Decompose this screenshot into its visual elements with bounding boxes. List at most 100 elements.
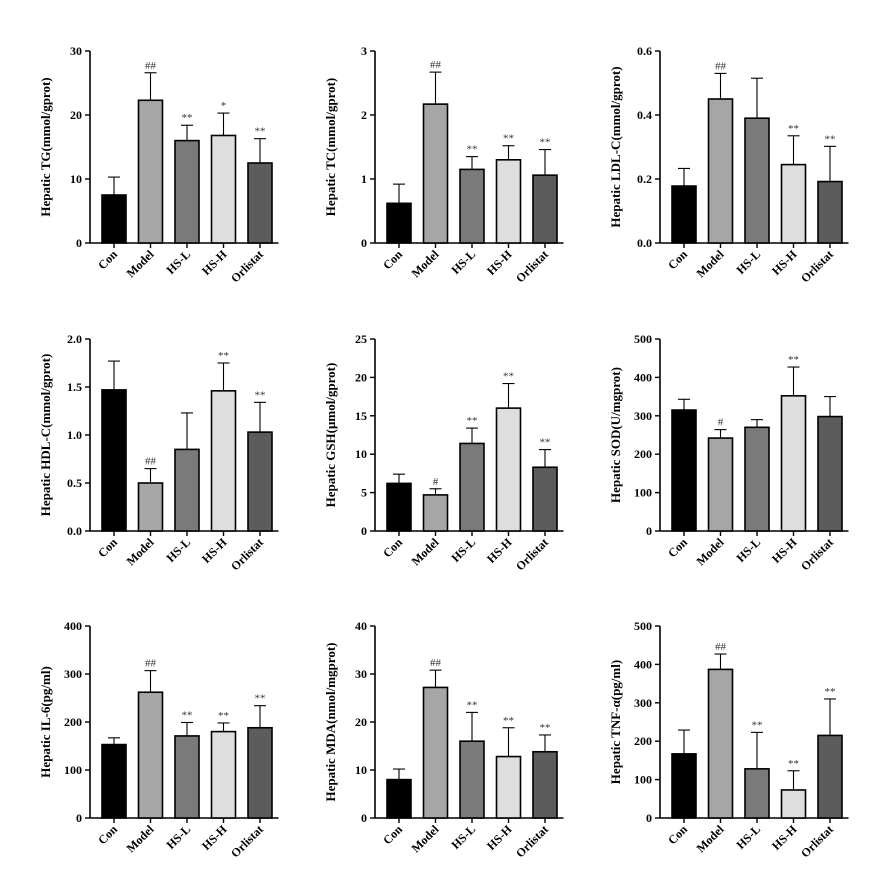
significance-label: ** — [788, 758, 799, 770]
y-tick-label: 0 — [646, 811, 652, 825]
significance-label: ** — [540, 137, 551, 149]
y-tick-label: 1 — [361, 172, 367, 186]
x-tick-label: HS-H — [199, 535, 230, 566]
significance-label: ** — [540, 722, 551, 734]
bar — [817, 180, 843, 244]
bar — [459, 740, 485, 819]
x-tick-label: Orlistat — [513, 822, 551, 860]
bar — [247, 162, 273, 244]
x-tick-label: Con — [380, 535, 405, 560]
y-tick-label: 400 — [64, 619, 82, 633]
bar — [532, 174, 558, 244]
y-tick-label: 400 — [634, 657, 652, 671]
x-tick-label: HS-L — [733, 535, 763, 565]
y-tick-label: 0 — [361, 236, 367, 250]
significance-label: ** — [467, 699, 478, 711]
bar — [137, 482, 164, 532]
y-tick-label: 400 — [634, 370, 652, 384]
bar — [495, 755, 522, 819]
y-tick-label: 40 — [355, 619, 367, 633]
chart-panel: 0.0 0.2 0.4 0.6 Hepatic LDL-C(mmol/gprot) Con… — [608, 44, 849, 285]
y-axis-label: Hepatic TC(mmol/gprot) — [323, 78, 338, 217]
y-axis-label: Hepatic TNF-α(pg/ml) — [608, 660, 623, 784]
bar — [101, 194, 127, 244]
y-tick-label: 25 — [355, 332, 367, 346]
bar — [210, 730, 237, 819]
bar — [101, 389, 127, 532]
bar — [707, 668, 734, 819]
x-tick-label: Con — [665, 247, 690, 272]
significance-label: ## — [145, 456, 157, 468]
x-tick-label: Model — [409, 247, 442, 280]
chart-panel: 0 10 20 30 40 Hepatic MDA(nmol/mgprot) Con ## Mo… — [323, 619, 564, 860]
x-tick-label: Con — [95, 535, 120, 560]
x-tick-label: Orlistat — [798, 822, 836, 860]
y-tick-label: 3 — [361, 44, 367, 58]
bar — [386, 778, 412, 819]
chart-panel: 0 100 200 300 400 Hepatic IL-6(pg/ml) Con ## Mod… — [38, 619, 279, 860]
x-tick-label: HS-L — [448, 535, 478, 565]
significance-label: ** — [218, 710, 229, 722]
x-tick-label: HS-H — [769, 247, 800, 278]
significance-label: ** — [503, 715, 514, 727]
y-axis-label: Hepatic LDL-C(mmol/gprot) — [608, 66, 623, 227]
y-tick-label: 200 — [634, 734, 652, 748]
bar — [532, 466, 558, 532]
significance-label: ** — [255, 693, 266, 705]
bar — [817, 734, 843, 819]
bar — [459, 442, 485, 532]
bar — [137, 99, 164, 244]
x-tick-label: Con — [380, 822, 405, 847]
bar — [744, 117, 770, 244]
y-tick-label: 0 — [76, 236, 82, 250]
x-tick-label: HS-H — [199, 822, 230, 853]
x-tick-label: HS-L — [733, 822, 763, 852]
x-tick-label: Orlistat — [228, 822, 266, 860]
y-tick-label: 30 — [355, 667, 367, 681]
x-tick-label: Orlistat — [798, 535, 836, 573]
bar — [671, 753, 697, 819]
y-tick-label: 20 — [355, 715, 367, 729]
significance-label: ** — [255, 126, 266, 138]
significance-label: ## — [715, 641, 727, 653]
x-tick-label: HS-H — [769, 822, 800, 853]
bar — [495, 159, 522, 244]
y-tick-label: 500 — [634, 332, 652, 346]
y-tick-label: 10 — [355, 763, 367, 777]
significance-label: * — [221, 100, 227, 112]
x-tick-label: Orlistat — [513, 535, 551, 573]
significance-label: ** — [540, 437, 551, 449]
bar — [422, 494, 449, 532]
bar — [671, 409, 697, 532]
x-tick-label: HS-L — [163, 247, 193, 277]
y-tick-label: 5 — [361, 486, 367, 500]
significance-label: ** — [825, 133, 836, 145]
bar — [247, 431, 273, 532]
y-axis-label: Hepatic MDA(nmol/mgprot) — [323, 643, 338, 802]
y-tick-label: 100 — [634, 773, 652, 787]
significance-label: ** — [467, 415, 478, 427]
y-tick-label: 0.2 — [637, 172, 652, 186]
significance-label: ## — [715, 60, 727, 72]
y-tick-label: 0 — [76, 811, 82, 825]
y-axis-label: Hepatic IL-6(pg/ml) — [38, 666, 53, 778]
y-tick-label: 0 — [646, 524, 652, 538]
x-tick-label: Model — [409, 822, 442, 855]
bar — [817, 415, 843, 532]
y-tick-label: 0.5 — [67, 476, 82, 490]
y-tick-label: 300 — [634, 696, 652, 710]
y-tick-label: 15 — [355, 409, 367, 423]
y-axis-label: Hepatic TG(mmol/gprot) — [38, 77, 53, 216]
y-tick-label: 0 — [361, 811, 367, 825]
bar — [707, 437, 734, 532]
x-tick-label: HS-L — [448, 822, 478, 852]
y-tick-label: 20 — [70, 108, 82, 122]
significance-label: ** — [467, 144, 478, 156]
bar — [137, 691, 164, 819]
bar — [532, 750, 558, 819]
bar — [459, 168, 485, 244]
y-tick-label: 200 — [634, 447, 652, 461]
y-tick-label: 2.0 — [67, 332, 82, 346]
x-tick-label: Orlistat — [228, 535, 266, 573]
x-tick-label: Model — [694, 535, 727, 568]
